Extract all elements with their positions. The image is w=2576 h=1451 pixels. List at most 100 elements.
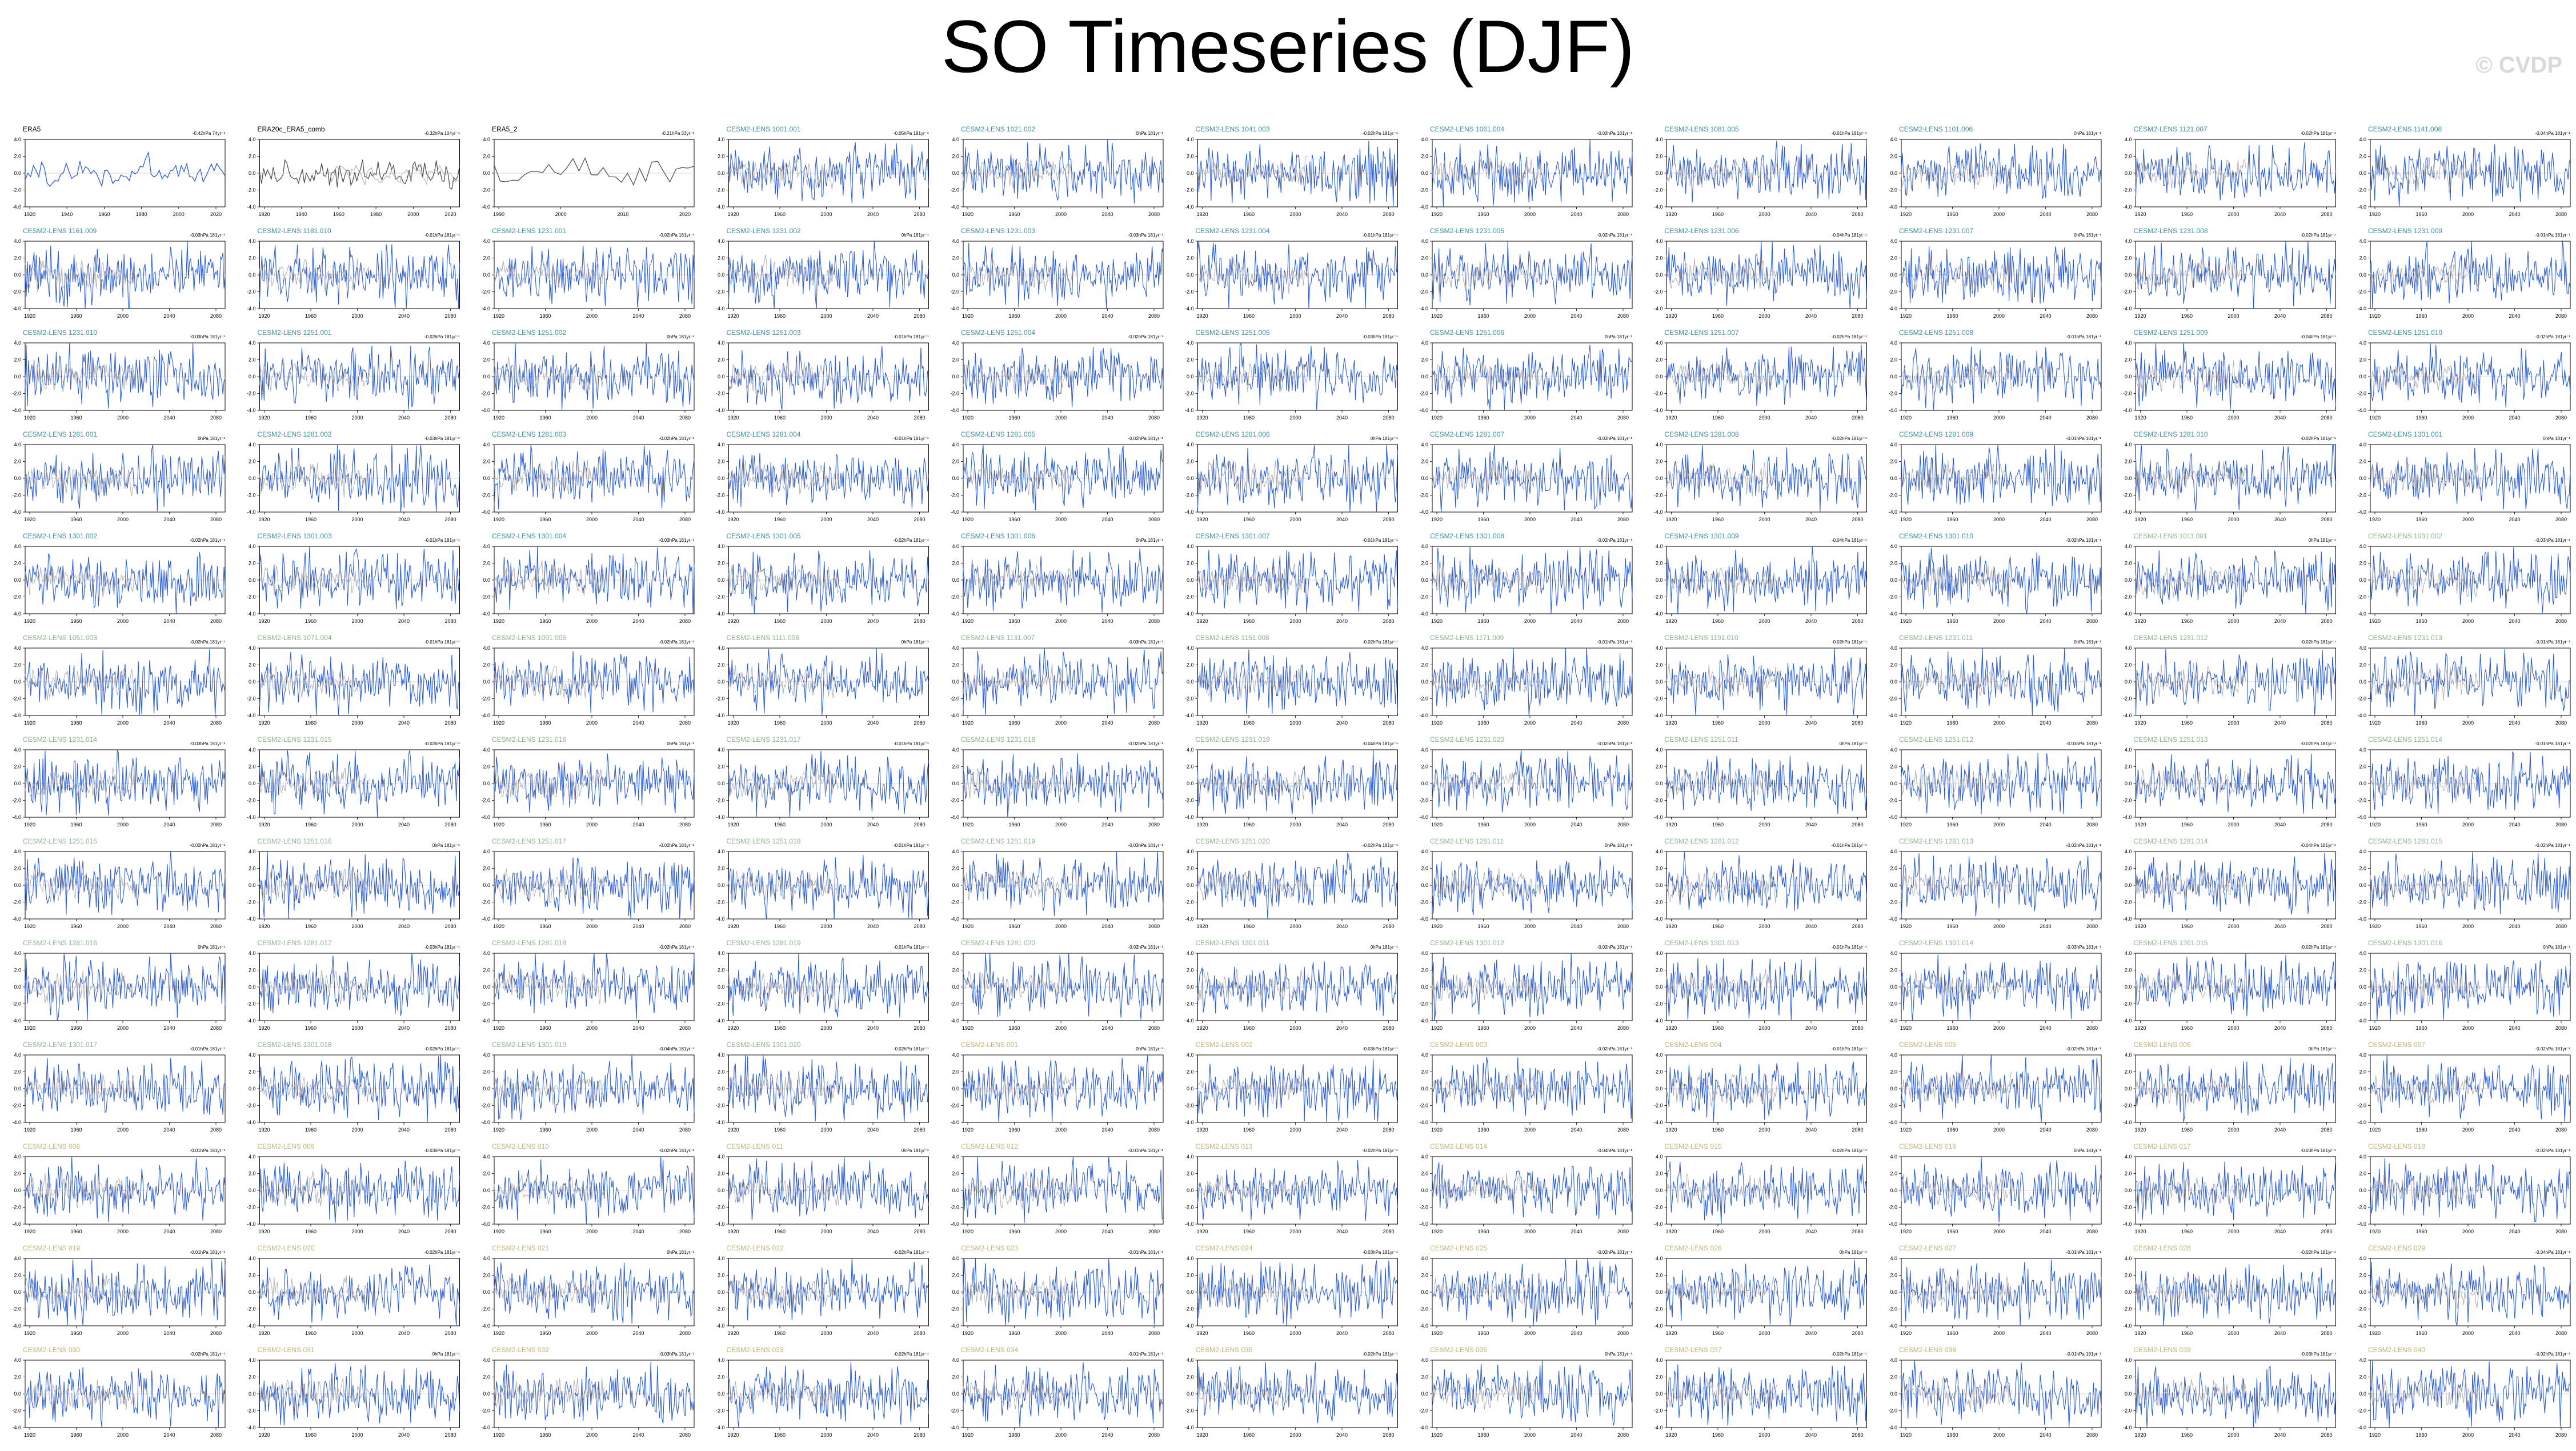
- model-series-line: [728, 241, 930, 309]
- y-tick-label: -4.0: [716, 814, 725, 820]
- model-series-line: [494, 245, 695, 307]
- y-tick-label: 2.0: [2359, 968, 2366, 973]
- x-tick-label: 1960: [1946, 211, 1958, 217]
- y-tick-label: -2.0: [247, 900, 256, 905]
- y-tick-label: -2.0: [2357, 187, 2366, 193]
- y-tick-label: -4.0: [12, 916, 21, 922]
- y-tick-label: 4.0: [483, 645, 490, 651]
- y-tick-label: 0.0: [1421, 1086, 1428, 1092]
- y-tick-label: 4.0: [1187, 1052, 1194, 1058]
- y-tick-label: -4.0: [481, 814, 490, 820]
- model-series-line: [2370, 1361, 2571, 1428]
- obs-overlay-line: [1432, 1173, 1543, 1204]
- x-tick-label: 2000: [820, 517, 832, 522]
- x-tick-label: 1960: [539, 415, 551, 421]
- x-tick-label: 2040: [2509, 211, 2520, 217]
- obs-overlay-line: [728, 1378, 839, 1408]
- y-tick-label: 4.0: [1187, 849, 1194, 854]
- x-tick-label: 2080: [679, 415, 691, 421]
- y-tick-label: -4.0: [716, 407, 725, 413]
- panel-label: CESM2-LENS 039: [2134, 1346, 2191, 1354]
- obs-overlay-line: [728, 565, 839, 595]
- obs-overlay-line: [1197, 563, 1308, 595]
- x-tick-label: 2080: [2321, 517, 2332, 522]
- y-tick-label: 0.0: [1421, 679, 1428, 685]
- y-tick-label: -4.0: [2123, 611, 2132, 617]
- y-tick-label: 4.0: [2359, 645, 2366, 651]
- panel-label: CESM2-LENS 011: [727, 1142, 783, 1150]
- y-tick-label: 2.0: [14, 866, 21, 872]
- x-tick-label: 1920: [962, 720, 973, 726]
- panel-trend: -0.03hPa 181yr⁻¹: [190, 334, 225, 339]
- x-tick-label: 1920: [1665, 1127, 1677, 1133]
- x-tick-label: 1960: [2181, 313, 2193, 319]
- panel-87: CESM2-LENS 1281.014-0.04hPa 181yr⁻¹4.02.…: [2123, 837, 2337, 929]
- y-tick-label: -2.0: [1419, 289, 1428, 295]
- x-tick-label: 2080: [914, 415, 925, 421]
- obs-overlay-line: [728, 665, 839, 698]
- panel-trend: -0.03hPa 181yr⁻¹: [659, 1352, 694, 1357]
- panel-131: CESM2-LENS 028-0.02hPa 181yr⁻¹4.02.00.0-…: [2123, 1244, 2337, 1336]
- x-tick-label: 1960: [1243, 1025, 1255, 1031]
- model-series-line: [259, 1264, 460, 1326]
- x-tick-label: 1960: [1477, 517, 1489, 522]
- x-tick-label: 2040: [2509, 822, 2520, 828]
- panel-trend: 0hPa 181yr⁻¹: [1605, 334, 1632, 339]
- y-tick-label: -4.0: [247, 407, 256, 413]
- y-tick-label: -4.0: [2123, 509, 2132, 515]
- x-tick-label: 2000: [1993, 1025, 2005, 1031]
- y-tick-label: 2.0: [1187, 154, 1194, 159]
- x-tick-label: 2080: [1383, 517, 1394, 522]
- panel-trend: -0.02hPa 181yr⁻¹: [2301, 131, 2336, 136]
- x-tick-label: 2040: [2509, 1432, 2520, 1438]
- panel-trend: -0.32hPa 104yr⁻¹: [424, 131, 460, 136]
- panel-53: CESM2-LENS 1301.010-0.02hPa 181yr⁻¹4.02.…: [1888, 532, 2102, 624]
- panel-trend: -0.04hPa 181yr⁻¹: [2301, 334, 2336, 339]
- y-tick-label: 2.0: [952, 968, 959, 973]
- panel-trend: -0.03hPa 181yr⁻¹: [1597, 436, 1632, 441]
- panel-label: CESM2-LENS 006: [2134, 1041, 2191, 1049]
- x-tick-label: 1920: [2369, 517, 2381, 522]
- panel-label: CESM2-LENS 1051.003: [23, 634, 97, 642]
- y-tick-label: 2.0: [1890, 1374, 1897, 1380]
- x-tick-label: 2040: [2040, 1127, 2051, 1133]
- x-tick-label: 2000: [117, 618, 129, 624]
- x-tick-label: 1960: [1712, 211, 1724, 217]
- y-tick-label: 0.0: [1421, 1289, 1428, 1295]
- y-tick-label: 2.0: [249, 1171, 256, 1177]
- y-tick-label: -2.0: [1419, 493, 1428, 498]
- y-tick-label: 4.0: [1656, 1357, 1663, 1363]
- y-tick-label: 2.0: [952, 255, 959, 261]
- y-tick-label: -4.0: [481, 611, 490, 617]
- panel-label: CESM2-LENS 008: [23, 1142, 80, 1150]
- x-tick-label: 2080: [1148, 1330, 1160, 1336]
- y-tick-label: -4.0: [481, 713, 490, 718]
- panel-22: CESM2-LENS 1231.009-0.01hPa 181yr⁻¹4.02.…: [2357, 227, 2571, 319]
- y-tick-label: 2.0: [1421, 1069, 1428, 1075]
- x-tick-label: 2080: [1852, 618, 1863, 624]
- panel-72: CESM2-LENS 1231.019-0.04hPa 181yr⁻¹4.02.…: [1185, 736, 1398, 828]
- panel-86: CESM2-LENS 1281.013-0.02hPa 181yr⁻¹4.02.…: [1888, 837, 2102, 929]
- obs-overlay-line: [2370, 868, 2481, 901]
- obs-overlay-line: [728, 1173, 839, 1206]
- panel-trend: -0.03hPa 181yr⁻¹: [1597, 131, 1632, 136]
- x-tick-label: 2040: [398, 1432, 410, 1438]
- panel-125: CESM2-LENS 022-0.02hPa 181yr⁻¹4.02.00.0-…: [716, 1244, 930, 1336]
- y-tick-label: 4.0: [1890, 238, 1897, 244]
- x-tick-label: 1920: [1900, 1330, 1912, 1336]
- panel-trend: -0.01hPa 181yr⁻¹: [190, 1046, 225, 1052]
- y-tick-label: 0.0: [483, 679, 490, 685]
- y-tick-label: -4.0: [2357, 509, 2366, 515]
- obs-overlay-line: [1432, 560, 1543, 597]
- obs-overlay-line: [1666, 1073, 1777, 1107]
- model-series-line: [2135, 142, 2337, 201]
- x-tick-label: 2040: [1805, 211, 1817, 217]
- y-tick-label: 2.0: [1890, 561, 1897, 566]
- x-tick-label: 1920: [962, 415, 973, 421]
- panel-trend: -0.01hPa 181yr⁻¹: [1128, 1250, 1163, 1255]
- panel-trend: -0.02hPa 181yr⁻¹: [1597, 538, 1632, 543]
- model-series-line: [2135, 853, 2337, 915]
